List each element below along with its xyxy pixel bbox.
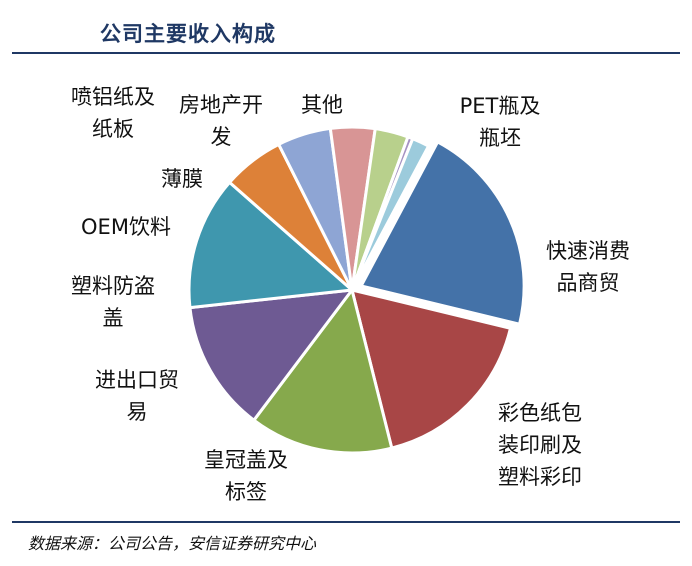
pie-slice xyxy=(359,140,526,326)
slice-label: 房地产开发 xyxy=(179,93,263,149)
pie-slice xyxy=(188,288,354,422)
footer-divider xyxy=(12,521,680,523)
slice-label: 塑料防盗盖 xyxy=(71,274,155,330)
pie-slices xyxy=(187,125,526,455)
slice-label: 其他 xyxy=(301,93,343,117)
slice-label: 进出口贸易 xyxy=(95,368,179,424)
slice-label: PET瓶及瓶坯 xyxy=(460,94,541,150)
chart-title: 公司主要收入构成 xyxy=(100,22,276,46)
header-divider xyxy=(12,52,680,54)
slice-label: OEM饮料 xyxy=(81,215,171,239)
slice-label: 皇冠盖及标签 xyxy=(204,448,288,504)
slice-label: 快速消费品商贸 xyxy=(546,239,630,295)
slice-label: 喷铝纸及纸板 xyxy=(71,85,155,141)
slice-label: 彩色纸包装印刷及塑料彩印 xyxy=(498,401,582,489)
pie-slice xyxy=(350,137,431,292)
pie-slice xyxy=(187,180,354,310)
pie-slice xyxy=(252,288,394,455)
slice-label: 薄膜 xyxy=(161,167,203,191)
pie-slice xyxy=(350,288,512,450)
source-note: 数据来源：公司公告，安信证券研究中心 xyxy=(28,534,317,553)
